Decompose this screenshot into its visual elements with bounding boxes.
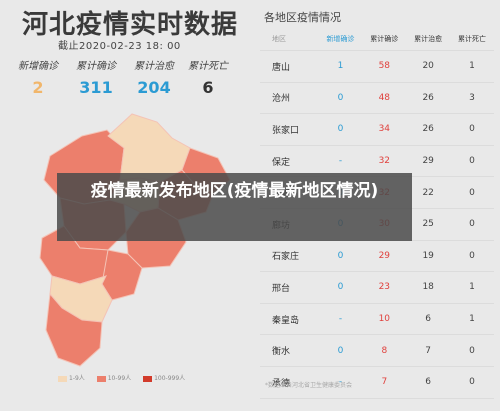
stat-label: 累计确诊 bbox=[76, 61, 116, 72]
cell-new-confirmed: 0 bbox=[318, 334, 363, 367]
cell-new-confirmed: - bbox=[318, 145, 363, 178]
cell-total-deaths: 0 bbox=[450, 334, 494, 367]
cell-total-deaths: 3 bbox=[450, 82, 494, 115]
stat-value: 6 bbox=[202, 78, 214, 97]
data-source-note: *数据来自河北省卫生健康委员会 bbox=[265, 382, 353, 389]
update-time: 截止2020-02-23 18: 00 bbox=[58, 41, 181, 52]
cell-total-cured: 7 bbox=[406, 334, 451, 367]
cell-total-confirmed: 7 bbox=[362, 366, 407, 399]
table-row[interactable]: 张家口 0 34 26 0 bbox=[260, 113, 494, 146]
stat-label: 累计治愈 bbox=[134, 61, 174, 72]
stat-total-deaths: 累计死亡 6 bbox=[178, 57, 238, 97]
cell-total-confirmed: 34 bbox=[362, 113, 407, 146]
cell-total-deaths: 1 bbox=[450, 50, 494, 83]
column-header-total-confirmed[interactable]: 累计确诊 bbox=[362, 28, 407, 51]
summary-stats: 新增确诊 2 累计确诊 311 累计治愈 204 累计死亡 6 bbox=[8, 57, 250, 103]
cell-district: 衡水 bbox=[260, 334, 319, 367]
legend-label: 100-999人 bbox=[154, 375, 186, 382]
stat-label: 新增确诊 bbox=[18, 61, 58, 72]
stat-value: 311 bbox=[79, 78, 113, 97]
cell-district: 石家庄 bbox=[260, 240, 319, 273]
cell-new-confirmed: 0 bbox=[318, 271, 363, 304]
table-row[interactable]: 衡水 0 8 7 0 bbox=[260, 334, 494, 367]
legend-item: 10-99人 bbox=[96, 373, 132, 382]
cell-total-confirmed: 48 bbox=[362, 82, 407, 115]
column-header-total-deaths[interactable]: 累计死亡 bbox=[450, 28, 494, 51]
legend-swatch bbox=[58, 375, 67, 382]
cell-total-deaths: 1 bbox=[450, 303, 494, 336]
stat-new-confirmed: 新增确诊 2 bbox=[8, 57, 68, 97]
cell-total-cured: 26 bbox=[406, 82, 451, 115]
cell-total-cured: 19 bbox=[406, 240, 451, 273]
cell-new-confirmed: - bbox=[318, 303, 363, 336]
cell-total-cured: 18 bbox=[406, 271, 451, 304]
cell-total-cured: 20 bbox=[406, 50, 451, 83]
table-row[interactable]: 邢台 0 23 18 1 bbox=[260, 271, 494, 304]
table-row[interactable]: 承德 -7 6 0 bbox=[260, 366, 494, 399]
cell-total-deaths: 1 bbox=[450, 271, 494, 304]
map-region-handan[interactable] bbox=[45, 292, 103, 367]
cell-total-confirmed: 32 bbox=[362, 145, 407, 178]
legend-label: 1-9人 bbox=[69, 375, 85, 382]
cell-district: 承德 bbox=[260, 366, 319, 399]
cell-district: 唐山 bbox=[260, 50, 319, 83]
table-row[interactable]: 秦皇岛 -10 6 1 bbox=[260, 303, 494, 336]
stat-label: 累计死亡 bbox=[188, 61, 228, 72]
cell-total-confirmed: 8 bbox=[362, 334, 407, 367]
cell-district: 张家口 bbox=[260, 113, 319, 146]
stat-total-confirmed: 累计确诊 311 bbox=[66, 57, 126, 97]
column-header-district[interactable]: 地区 bbox=[260, 28, 319, 51]
cell-new-confirmed: - bbox=[318, 366, 363, 399]
cell-total-cured: 6 bbox=[406, 303, 451, 336]
cell-total-cured: 25 bbox=[406, 208, 451, 241]
page-title: 河北疫情实时数据 bbox=[22, 10, 239, 40]
district-table-title: 各地区疫情情况 bbox=[264, 11, 341, 24]
legend-swatch bbox=[143, 375, 153, 382]
map-legend: 1-9人 10-99人 100-999人 bbox=[58, 373, 195, 382]
cell-total-deaths: 0 bbox=[450, 366, 494, 399]
cell-total-cured: 26 bbox=[406, 113, 451, 146]
article-title-overlay: 疫情最新发布地区(疫情最新地区情况) bbox=[57, 173, 412, 241]
cell-total-deaths: 0 bbox=[450, 113, 494, 146]
table-row[interactable]: 石家庄 0 29 19 0 bbox=[260, 240, 494, 273]
stat-value: 204 bbox=[137, 78, 171, 97]
table-row[interactable]: 保定 -32 29 0 bbox=[260, 145, 494, 178]
column-header-total-cured[interactable]: 累计治愈 bbox=[406, 28, 451, 51]
cell-total-deaths: 0 bbox=[450, 145, 494, 178]
table-header-row: 地区 新增确诊 累计确诊 累计治愈 累计死亡 bbox=[260, 28, 494, 51]
cell-total-confirmed: 58 bbox=[362, 50, 407, 83]
cell-total-deaths: 0 bbox=[450, 176, 494, 209]
cell-total-deaths: 0 bbox=[450, 240, 494, 273]
table-row[interactable]: 唐山 1 58 20 1 bbox=[260, 50, 494, 83]
cell-district: 保定 bbox=[260, 145, 319, 178]
cell-total-confirmed: 10 bbox=[362, 303, 407, 336]
legend-item: 100-999人 bbox=[143, 373, 185, 382]
cell-total-confirmed: 23 bbox=[362, 271, 407, 304]
cell-district: 沧州 bbox=[260, 82, 319, 115]
hebei-map bbox=[39, 113, 231, 367]
legend-label: 10-99人 bbox=[107, 375, 132, 382]
stat-value: 2 bbox=[32, 78, 44, 97]
cell-new-confirmed: 0 bbox=[318, 240, 363, 273]
stat-total-cured: 累计治愈 204 bbox=[124, 57, 184, 97]
cell-total-cured: 29 bbox=[406, 145, 451, 178]
column-header-new-confirmed[interactable]: 新增确诊 bbox=[318, 28, 363, 51]
cell-total-confirmed: 29 bbox=[362, 240, 407, 273]
cell-total-cured: 6 bbox=[406, 366, 451, 399]
cell-new-confirmed: 0 bbox=[318, 113, 363, 146]
cell-district: 邢台 bbox=[260, 271, 319, 304]
legend-swatch bbox=[96, 375, 106, 382]
cell-total-cured: 22 bbox=[406, 176, 451, 209]
cell-total-deaths: 0 bbox=[450, 208, 494, 241]
cell-new-confirmed: 0 bbox=[318, 82, 363, 115]
cell-district: 秦皇岛 bbox=[260, 303, 319, 336]
table-row[interactable]: 沧州 0 48 26 3 bbox=[260, 82, 494, 115]
legend-item: 1-9人 bbox=[58, 373, 85, 382]
cell-new-confirmed: 1 bbox=[318, 50, 363, 83]
